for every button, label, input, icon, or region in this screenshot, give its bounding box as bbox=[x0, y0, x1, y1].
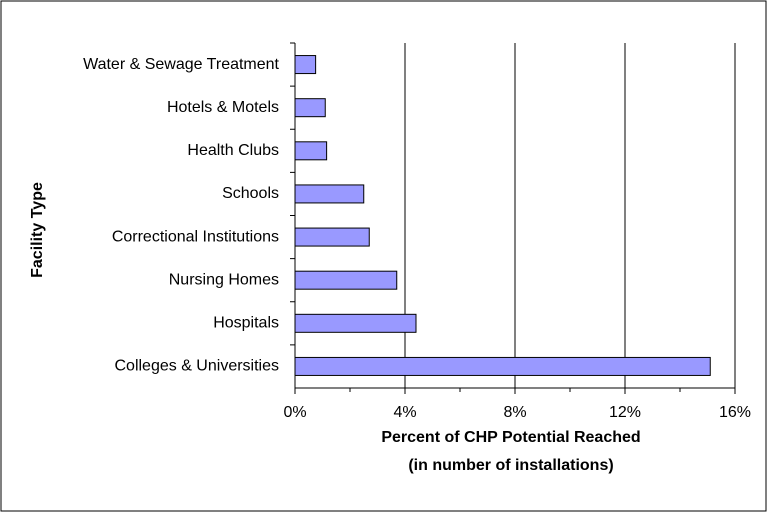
x-tick-label: 4% bbox=[393, 404, 416, 421]
bar bbox=[294, 184, 365, 204]
y-tick-label: Nursing Homes bbox=[169, 271, 279, 288]
y-tick-label: Correctional Institutions bbox=[112, 228, 279, 245]
bar bbox=[294, 227, 370, 247]
x-tick-label: 12% bbox=[609, 404, 641, 421]
bar bbox=[294, 356, 711, 376]
x-tick-label: 16% bbox=[719, 404, 751, 421]
bar bbox=[294, 313, 417, 333]
y-tick-label: Health Clubs bbox=[187, 142, 279, 159]
bar bbox=[294, 141, 328, 161]
bar bbox=[294, 270, 398, 290]
x-tick-label: 0% bbox=[283, 404, 306, 421]
y-tick-label: Schools bbox=[222, 185, 279, 202]
y-tick-label: Colleges & Universities bbox=[114, 358, 279, 375]
x-tick-label: 8% bbox=[503, 404, 526, 421]
y-axis-label: Facility Type bbox=[29, 182, 46, 278]
y-tick-label: Hotels & Motels bbox=[167, 99, 279, 116]
bar bbox=[294, 55, 317, 75]
y-tick-label: Water & Sewage Treatment bbox=[83, 56, 279, 73]
bar bbox=[294, 98, 326, 118]
x-axis-label: (in number of installations) bbox=[408, 457, 613, 474]
y-tick-label: Hospitals bbox=[213, 315, 279, 332]
x-axis-label: Percent of CHP Potential Reached bbox=[381, 429, 640, 446]
